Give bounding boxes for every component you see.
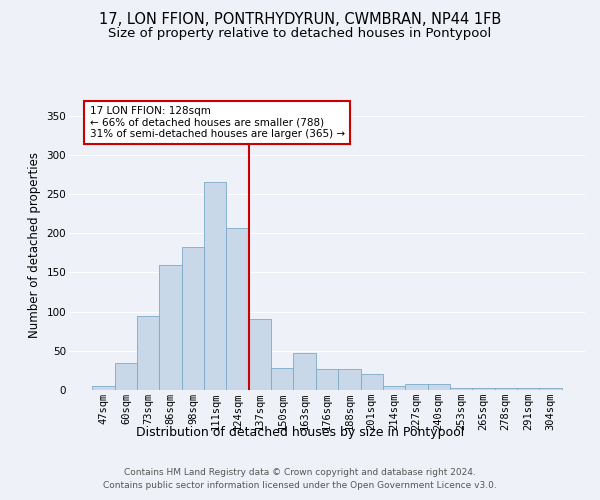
Bar bbox=[539, 388, 562, 390]
Bar bbox=[293, 353, 316, 390]
Bar bbox=[160, 264, 182, 390]
Text: Contains HM Land Registry data © Crown copyright and database right 2024.: Contains HM Land Registry data © Crown c… bbox=[124, 468, 476, 477]
Bar bbox=[271, 368, 293, 390]
Bar bbox=[338, 369, 361, 390]
Bar bbox=[204, 182, 226, 390]
Text: Size of property relative to detached houses in Pontypool: Size of property relative to detached ho… bbox=[109, 28, 491, 40]
Bar bbox=[316, 369, 338, 390]
Bar bbox=[472, 388, 494, 390]
Bar bbox=[361, 374, 383, 390]
Bar bbox=[249, 320, 271, 390]
Bar bbox=[383, 386, 405, 390]
Bar bbox=[115, 362, 137, 390]
Bar bbox=[494, 388, 517, 390]
Bar bbox=[182, 246, 204, 390]
Bar bbox=[517, 388, 539, 390]
Bar bbox=[226, 228, 249, 390]
Bar bbox=[450, 388, 472, 390]
Text: Contains public sector information licensed under the Open Government Licence v3: Contains public sector information licen… bbox=[103, 482, 497, 490]
Bar bbox=[137, 316, 160, 390]
Bar bbox=[92, 386, 115, 390]
Y-axis label: Number of detached properties: Number of detached properties bbox=[28, 152, 41, 338]
Bar bbox=[428, 384, 450, 390]
Bar bbox=[405, 384, 428, 390]
Text: 17, LON FFION, PONTRHYDYRUN, CWMBRAN, NP44 1FB: 17, LON FFION, PONTRHYDYRUN, CWMBRAN, NP… bbox=[99, 12, 501, 28]
Text: 17 LON FFION: 128sqm
← 66% of detached houses are smaller (788)
31% of semi-deta: 17 LON FFION: 128sqm ← 66% of detached h… bbox=[89, 106, 345, 139]
Text: Distribution of detached houses by size in Pontypool: Distribution of detached houses by size … bbox=[136, 426, 464, 439]
